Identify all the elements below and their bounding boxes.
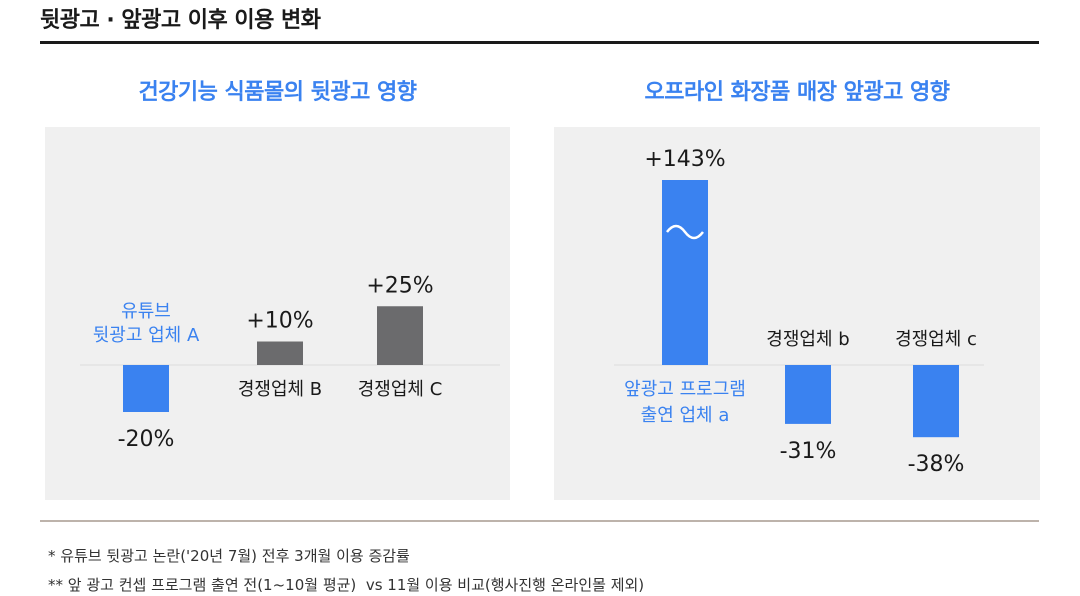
left-chart-category-label-1-line-1: 유튜브 xyxy=(121,301,171,322)
right-chart-category-label-1-line-2: 출연 업체 a xyxy=(641,405,730,426)
footnote-1: * 유튜브 뒷광고 논란('20년 7월) 전후 3개월 이용 증감률 xyxy=(48,547,410,565)
right-chart-bar-3 xyxy=(913,365,959,438)
left-chart-category-label-3-line-1: 경쟁업체 C xyxy=(358,379,443,400)
title-divider xyxy=(40,41,1039,44)
left-chart-bar-2 xyxy=(257,341,303,365)
left-chart-value-label-3: +25% xyxy=(366,273,433,298)
chart-right-title: 오프라인 화장품 매장 앞광고 영향 xyxy=(644,80,951,105)
left-chart-value-label-2: +10% xyxy=(246,309,313,334)
footer-divider xyxy=(40,520,1039,522)
right-chart-bar-2 xyxy=(785,365,831,424)
footnote-2: ** 앞 광고 컨셉 프로그램 출연 전(1~10월 평균) vs 11월 이용… xyxy=(48,576,645,594)
right-chart-value-label-3: -38% xyxy=(908,452,965,477)
right-chart-value-label-2: -31% xyxy=(780,439,837,464)
right-chart-axis-break-mark xyxy=(666,224,704,240)
left-chart-value-label-1: -20% xyxy=(118,427,175,452)
left-chart-bar-1 xyxy=(123,365,169,412)
left-chart-category-label-1-line-2: 뒷광고 업체 A xyxy=(93,325,200,346)
right-chart-value-label-1: +143% xyxy=(644,147,725,172)
left-chart-category-label-2-line-1: 경쟁업체 B xyxy=(238,379,322,400)
left-chart-bar-3 xyxy=(377,306,423,365)
page-title: 뒷광고 · 앞광고 이후 이용 변화 xyxy=(40,8,321,33)
right-chart-category-label-1-line-1: 앞광고 프로그램 xyxy=(624,379,746,400)
chart-left-title: 건강기능 식품몰의 뒷광고 영향 xyxy=(138,80,417,105)
right-chart-category-label-3: 경쟁업체 c xyxy=(895,329,977,350)
right-chart-bar-1 xyxy=(662,180,708,365)
right-chart-category-label-2: 경쟁업체 b xyxy=(766,329,849,350)
